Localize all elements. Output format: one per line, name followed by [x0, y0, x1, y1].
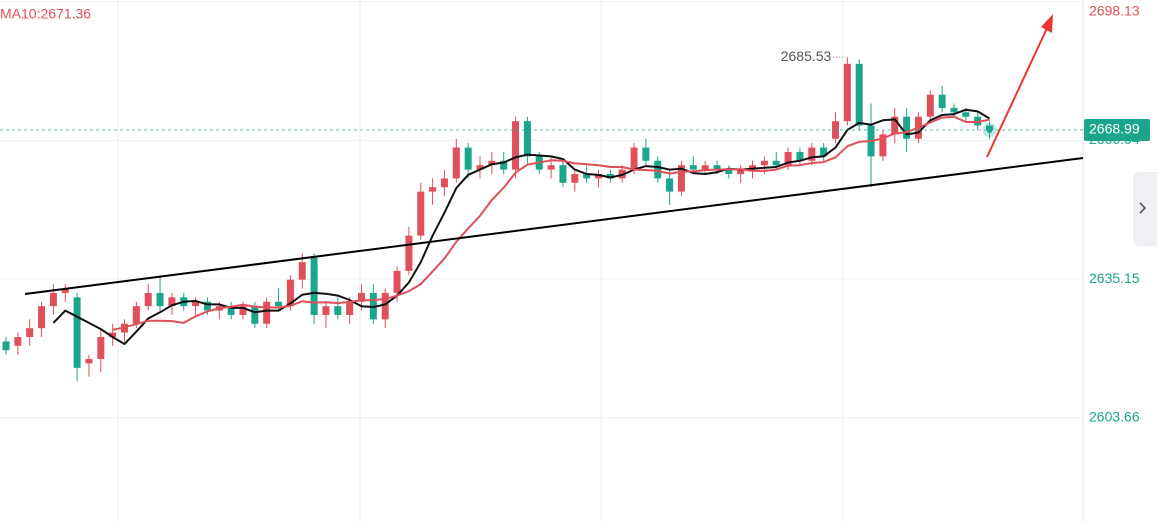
candle-body: [760, 160, 768, 166]
candle-body: [654, 160, 662, 179]
candle-body: [452, 147, 460, 179]
plot-area: 2685.53: [0, 48, 1083, 382]
candle-body: [251, 306, 259, 324]
candle-body: [334, 306, 342, 315]
candle-body: [156, 292, 164, 307]
candle-body: [962, 112, 970, 117]
candle-body: [512, 121, 520, 170]
candle-body: [749, 165, 757, 170]
last-price-label: 2668.99: [1089, 121, 1140, 137]
candle-body: [429, 187, 437, 192]
candle-body: [583, 174, 591, 179]
candle-body: [606, 174, 614, 179]
candle-body: [595, 174, 602, 179]
candle-body: [796, 151, 804, 161]
candle-body: [725, 169, 733, 174]
forecast-arrow-head: [1041, 14, 1053, 33]
candle-body: [440, 178, 448, 188]
candle-body: [772, 160, 780, 166]
candle-body: [843, 63, 851, 122]
candle-body: [808, 147, 816, 161]
candle-body: [381, 292, 389, 320]
candle-body: [571, 174, 579, 183]
candle-body: [701, 165, 709, 170]
forecast-arrow: [986, 25, 1049, 158]
candle-body: [737, 169, 745, 174]
candle-body: [903, 116, 911, 139]
candle-body: [879, 134, 887, 157]
candle-body: [358, 292, 365, 302]
last-price-dot: [986, 126, 993, 133]
candle-body: [144, 292, 152, 307]
candle-body: [500, 160, 508, 170]
candle-body: [38, 306, 46, 329]
candle-body: [322, 306, 330, 315]
candle-body: [547, 165, 555, 170]
candle-body: [405, 235, 413, 271]
candle-body: [393, 270, 401, 293]
candle-body: [713, 165, 721, 170]
candle-body: [61, 288, 69, 293]
y-tick-label: 2635.15: [1089, 270, 1140, 286]
candle-body: [97, 336, 105, 360]
grid: [0, 1, 1083, 419]
ma-legend: MA10:2671.36: [0, 6, 91, 22]
ma-line: [112, 115, 990, 331]
candle-body: [227, 306, 235, 315]
candle-body: [26, 328, 34, 337]
y-tick-label: 2698.13: [1089, 3, 1140, 19]
candle-body: [630, 147, 638, 170]
candle-body: [666, 178, 674, 192]
candle-body: [784, 151, 792, 166]
candle-body: [855, 63, 863, 126]
candle-body: [49, 292, 57, 307]
candle-body: [488, 160, 496, 166]
candle-body: [14, 336, 22, 346]
candle-body: [464, 147, 472, 170]
collapse-tab[interactable]: [1133, 172, 1157, 246]
last-price-box: [1084, 118, 1150, 141]
candle-body: [132, 306, 140, 324]
candle-body: [239, 306, 247, 315]
vertical-grid: [117, 0, 844, 522]
candle-body: [192, 301, 200, 307]
candle-body: [203, 301, 211, 311]
candle-body: [298, 262, 306, 280]
high-annotation: 2685.53: [781, 48, 832, 64]
candle-body: [642, 147, 650, 161]
candle-body: [820, 147, 828, 157]
candle-body: [310, 257, 318, 315]
candle-body: [346, 301, 354, 315]
candle-body: [109, 332, 117, 337]
chevron-icon[interactable]: [1139, 202, 1147, 214]
candle-body: [523, 121, 531, 157]
candle-body: [689, 165, 697, 170]
candle-body: [275, 301, 283, 307]
candle-body: [85, 359, 93, 364]
candle-body: [286, 279, 294, 307]
candle-body: [559, 165, 567, 183]
trend-line: [24, 157, 1084, 295]
candle-body: [950, 107, 958, 113]
candle-body: [263, 301, 271, 324]
y-tick-label: 2603.66: [1089, 408, 1140, 424]
candle-body: [938, 94, 946, 108]
candle-body: [476, 165, 484, 170]
candle-body: [677, 165, 685, 192]
ma-line: [52, 108, 991, 345]
candle-body: [891, 116, 899, 135]
candle-body: [417, 191, 425, 236]
candle-body: [168, 297, 176, 307]
candle-body: [926, 94, 934, 117]
candle-body: [73, 297, 81, 368]
candle-body: [2, 341, 10, 351]
